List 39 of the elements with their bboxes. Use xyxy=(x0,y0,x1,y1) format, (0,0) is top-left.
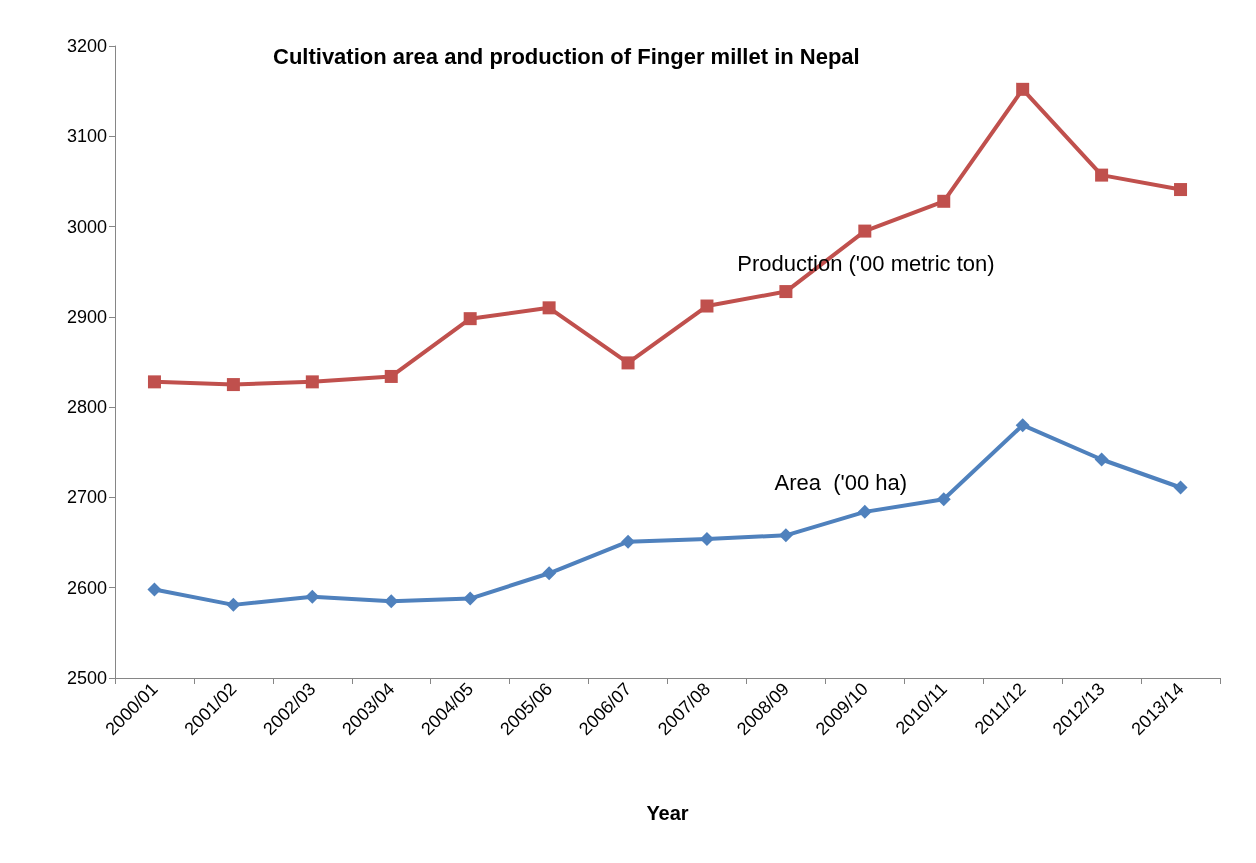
point xyxy=(463,312,477,326)
point xyxy=(936,492,951,507)
y-tick-label: 3100 xyxy=(66,126,107,147)
y-tick-label: 2600 xyxy=(66,577,107,598)
point xyxy=(226,378,240,392)
x-axis-title: Year xyxy=(646,802,689,824)
point xyxy=(937,194,951,208)
point xyxy=(542,301,556,315)
y-tick-label: 3000 xyxy=(66,216,107,237)
point xyxy=(384,594,399,609)
point xyxy=(1094,452,1109,467)
point xyxy=(1173,480,1188,495)
point xyxy=(305,375,319,389)
point xyxy=(779,285,793,299)
point xyxy=(1015,418,1030,433)
point xyxy=(226,597,241,612)
point xyxy=(147,375,161,389)
point xyxy=(384,369,398,383)
y-tick-label: 2800 xyxy=(66,397,107,418)
point xyxy=(778,528,793,543)
point xyxy=(542,566,557,581)
point xyxy=(857,504,872,519)
point xyxy=(1016,82,1030,96)
point xyxy=(621,356,635,370)
point xyxy=(147,582,162,597)
point xyxy=(1174,183,1188,197)
chart-title: Cultivation area and production of Finger millet in Nepal xyxy=(273,43,860,69)
y-tick-label: 3200 xyxy=(66,36,107,56)
point xyxy=(463,591,478,606)
y-tick-label: 2900 xyxy=(66,306,107,327)
point xyxy=(621,534,636,549)
point xyxy=(700,299,714,313)
point xyxy=(1095,168,1109,182)
point xyxy=(858,224,872,238)
point xyxy=(305,589,320,604)
point xyxy=(699,531,714,546)
series-label: Area ('00 ha) xyxy=(774,470,908,496)
y-tick-label: 2700 xyxy=(66,487,107,508)
y-tick-label: 2500 xyxy=(66,668,107,688)
